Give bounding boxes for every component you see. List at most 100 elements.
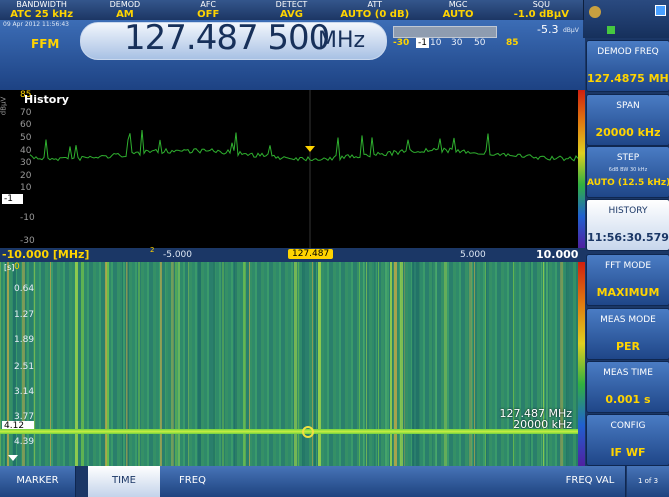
waterfall-line <box>249 262 250 466</box>
waterfall-line <box>576 262 578 466</box>
waterfall-line <box>25 262 26 466</box>
marker-label: 2 <box>150 246 155 254</box>
waterfall-line <box>378 262 379 466</box>
y-tick-label: -10 <box>20 213 35 223</box>
waterfall-line <box>385 262 387 466</box>
header-cell: ATT AUTO (0 dB) <box>333 0 418 20</box>
y-tick-label: 1.27 <box>14 310 35 320</box>
waterfall-line <box>417 262 420 466</box>
freq-start: -10.000 [MHz] <box>2 248 90 261</box>
softkey-value: AUTO (12.5 kHz) <box>587 178 669 188</box>
waterfall-line <box>312 262 313 466</box>
waterfall-line <box>359 262 360 466</box>
header-label: SQU <box>532 0 550 9</box>
softkey-value: 127.4875 MHz <box>587 72 669 85</box>
header-label: MGC <box>448 0 468 9</box>
softkey-sub: 6dB BW 30 kHz <box>608 167 648 173</box>
menu-item[interactable] <box>290 466 357 497</box>
waterfall-line <box>127 262 129 466</box>
softkey[interactable]: SPAN 20000 kHz <box>586 94 669 146</box>
waterfall-line <box>400 262 403 466</box>
level-scale-label: 50 <box>474 38 486 48</box>
menu-item[interactable]: MARKER <box>0 466 76 497</box>
waterfall-line <box>165 262 166 466</box>
menu-item[interactable] <box>356 466 423 497</box>
menu-item[interactable]: FREQ VAL <box>555 466 626 497</box>
plot-title: History <box>24 93 69 106</box>
waterfall-line <box>13 262 16 466</box>
waterfall-line <box>416 262 419 466</box>
menu-item[interactable] <box>225 466 291 497</box>
header-value: AVG <box>279 9 303 20</box>
waterfall-line <box>560 262 563 466</box>
waterfall-line <box>432 262 435 466</box>
waterfall-line <box>213 262 215 466</box>
y-tick-label: 4.39 <box>14 437 35 447</box>
menu-item[interactable] <box>488 466 556 497</box>
softkey-label: MEAS MODE <box>600 315 656 325</box>
waterfall-line <box>34 262 35 466</box>
y-tick-label: 70 <box>20 108 32 118</box>
waterfall-line <box>436 262 437 466</box>
waterfall-line <box>543 262 544 466</box>
date: 09 Apr 2012 11:56:43 <box>3 21 69 28</box>
softkey-label: CONFIG <box>610 421 646 431</box>
level-unit: dBµV <box>563 27 579 34</box>
waterfall-line <box>546 262 548 466</box>
waterfall-line <box>198 262 201 466</box>
y-tick-label: -30 <box>20 236 35 246</box>
y-tick-label: 40 <box>20 146 32 156</box>
header-value: AUTO (0 dB) <box>340 9 410 20</box>
waterfall-line <box>412 262 414 466</box>
freq-end: 10.000 <box>536 248 579 261</box>
waterfall-line <box>50 262 51 466</box>
spectrum-plot: 85 70 60 50 40 30 20 10 -1 -10 -30 dBµV History <box>0 90 578 248</box>
softkey-value: 0.001 s <box>605 393 651 406</box>
menu-item[interactable]: FREQ <box>160 466 226 497</box>
waterfall-line <box>222 262 224 466</box>
softkey[interactable]: CONFIG IF WF <box>586 414 669 466</box>
waterfall-line <box>0 262 1 466</box>
waterfall-line <box>513 262 514 466</box>
waterfall-line <box>5 262 6 466</box>
menu-item[interactable] <box>422 466 489 497</box>
softkey-label: STEP <box>616 153 640 163</box>
waterfall-line <box>404 262 405 466</box>
y-tick-label: 50 <box>20 133 32 143</box>
waterfall-line <box>22 262 25 466</box>
waterfall-line <box>302 262 305 466</box>
y-tick-label: 10 <box>20 183 32 193</box>
header-cell: SQU -1.0 dBµV <box>499 0 584 20</box>
softkey[interactable]: STEP 6dB BW 30 kHz AUTO (12.5 kHz) <box>586 146 669 198</box>
waterfall-line <box>394 262 397 466</box>
scan-icon <box>589 6 601 18</box>
header-label: DETECT <box>275 0 308 9</box>
y-tick-label: 2.51 <box>14 362 35 372</box>
header-label: AFC <box>200 0 217 9</box>
waterfall-line <box>234 262 237 466</box>
softkey[interactable]: MEAS TIME 0.001 s <box>586 361 669 413</box>
waterfall-line <box>530 262 531 466</box>
header-value: OFF <box>197 9 220 20</box>
y-tick-label: 60 <box>20 120 32 130</box>
header-value: ATC 25 kHz <box>10 9 74 20</box>
softkey[interactable]: FFT MODE MAXIMUM <box>586 254 669 306</box>
softkey[interactable]: HISTORY 11:56:30.579 <box>586 199 669 251</box>
waterfall-line <box>175 262 177 466</box>
menu-item[interactable]: TIME <box>88 466 161 497</box>
y-tick-label: 3.77 <box>14 412 35 422</box>
menu-page[interactable]: 1 of 3 <box>627 466 669 497</box>
status-icon <box>655 5 666 16</box>
y-tick-label: 0 <box>14 262 20 272</box>
waterfall-line <box>7 262 9 466</box>
softkey[interactable]: DEMOD FREQ 127.4875 MHz <box>586 40 669 92</box>
softkey-value: MAXIMUM <box>596 286 660 299</box>
waterfall-line <box>178 262 180 466</box>
softkey[interactable]: MEAS MODE PER <box>586 308 669 360</box>
frequency-pill <box>80 22 387 60</box>
waterfall-line <box>177 262 180 466</box>
frequency-unit: MHz <box>318 28 366 53</box>
waterfall-line <box>390 262 392 466</box>
waterfall-line <box>469 262 472 466</box>
marker <box>305 146 315 152</box>
